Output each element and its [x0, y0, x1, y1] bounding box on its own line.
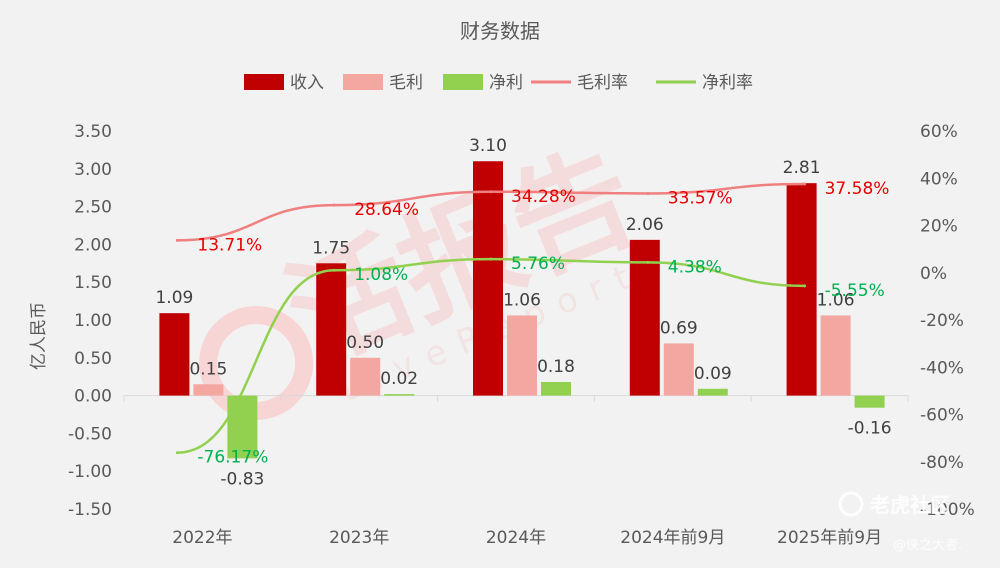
bar-label-1-2: 1.75 [312, 238, 350, 258]
y-axis-label: 亿人民币 [29, 302, 49, 370]
line-label-2-5: -5.55% [825, 281, 885, 301]
bar-series [159, 161, 885, 459]
x-tick-label-2: 2023年 [329, 528, 389, 548]
line-label-2-1: -76.17% [197, 448, 268, 468]
y-tick-label-8: 0.00 [74, 387, 112, 407]
y2-tick-label-4: 0% [920, 264, 947, 284]
y-tick-label-4: 2.00 [74, 235, 112, 255]
bar-label-1-5: 2.81 [783, 158, 821, 178]
bar-label-2-5: 1.06 [817, 290, 855, 310]
bar-2-2 [350, 357, 381, 396]
bar-2-4 [663, 343, 694, 396]
line-point-2-4 [646, 260, 650, 264]
line-label-1-1: 13.71% [197, 235, 262, 255]
legend-swatch-2 [343, 74, 383, 90]
y2-tick-label-3: 20% [920, 217, 958, 237]
line-point-2-5 [803, 284, 807, 288]
y2-tick-label-2: 40% [920, 169, 958, 189]
y2-tick-label-9: -100% [920, 500, 975, 520]
line-label-1-3: 34.28% [511, 187, 576, 207]
line-label-1-5: 37.58% [825, 179, 890, 199]
legend: 收入 毛利 净利 毛利率 净利率 [244, 73, 753, 93]
bar-label-2-2: 0.50 [346, 333, 384, 353]
badge-author: @侠之大者. [893, 538, 962, 553]
chart-title: 财务数据 [460, 19, 540, 43]
tiger-community-badge: 老虎社区 @侠之大者. [838, 491, 962, 553]
y-tick-label-2: 3.00 [74, 160, 112, 180]
line-label-1-4: 33.57% [668, 188, 733, 208]
line-label-2-2: 1.08% [354, 265, 408, 285]
y-tick-label-10: -1.00 [68, 462, 112, 482]
bar-label-3-1: -0.83 [220, 469, 264, 489]
bar-1-4 [629, 239, 660, 396]
x-tick-label-5: 2025年前9月 [777, 528, 882, 548]
line-point-2-1 [175, 451, 179, 455]
line-point-1-4 [646, 191, 650, 195]
bar-1-3 [473, 161, 503, 396]
bar-label-2-3: 1.06 [503, 290, 541, 310]
y-tick-label-5: 1.50 [74, 273, 112, 293]
y-tick-label-9: -0.50 [68, 424, 112, 444]
legend-label-3: 净利 [489, 73, 523, 93]
y2-tick-label-8: -80% [920, 453, 964, 473]
bar-1-1 [159, 313, 190, 396]
bar-2-5 [820, 315, 851, 396]
legend-label-2: 毛利 [389, 73, 423, 93]
badge-title: 老虎社区 [870, 493, 950, 517]
legend-label-1: 收入 [290, 73, 324, 93]
bar-label-1-4: 2.06 [626, 215, 664, 235]
bar-label-1-1: 1.09 [155, 288, 193, 308]
legend-label-5: 净利率 [702, 73, 753, 93]
bar-2-1 [193, 384, 224, 396]
bar-1-5 [786, 183, 817, 396]
bar-1-2 [316, 263, 347, 396]
bar-3-1 [227, 395, 258, 459]
legend-label-4: 毛利率 [577, 73, 628, 93]
y-tick-label-1: 3.50 [74, 122, 112, 142]
y2-tick-label-1: 60% [920, 122, 958, 142]
line-point-1-2 [332, 203, 336, 207]
line-label-2-4: 4.38% [668, 257, 722, 277]
bar-label-3-3: 0.18 [537, 357, 575, 377]
line-point-1-3 [489, 190, 493, 194]
x-tick-label-1: 2022年 [172, 528, 232, 548]
bar-3-3 [541, 381, 571, 396]
y-tick-label-3: 2.50 [74, 198, 112, 218]
x-tick-label-3: 2024年 [486, 528, 546, 548]
y2-tick-label-7: -60% [920, 406, 964, 426]
bar-3-2 [384, 394, 415, 396]
bar-3-4 [697, 388, 728, 396]
y-tick-label-11: -1.50 [68, 500, 112, 520]
y-tick-label-7: 0.50 [74, 349, 112, 369]
bar-label-3-4: 0.09 [694, 364, 732, 384]
tiger-logo-icon [838, 491, 864, 517]
y-tick-label-6: 1.00 [74, 311, 112, 331]
line-label-2-3: 5.76% [511, 254, 565, 274]
line-label-1-2: 28.64% [354, 200, 419, 220]
watermark-logo-icon [199, 305, 314, 420]
y2-tick-label-6: -40% [920, 358, 964, 378]
line-point-1-1 [175, 238, 179, 242]
legend-swatch-3 [443, 74, 483, 90]
legend-swatch-1 [244, 74, 284, 90]
y-axis-left: 3.50 3.00 2.50 2.00 1.50 1.00 0.50 0.00 -0.50 -1.… [68, 122, 112, 520]
line-series [175, 182, 807, 455]
bar-2-3 [507, 315, 537, 396]
bar-label-1-3: 3.10 [469, 136, 507, 156]
bar-label-2-4: 0.69 [660, 318, 698, 338]
bar-label-3-5: -0.16 [848, 419, 892, 439]
line-point-2-3 [489, 257, 493, 261]
bar-3-5 [854, 395, 885, 408]
line-2 [177, 257, 805, 454]
data-labels: 1.09 1.75 3.10 2.06 2.81 0.15 0.50 1.06 0.69 1.06… [155, 136, 891, 489]
line-point-1-5 [803, 182, 807, 186]
y-axis-right: 60% 40% 20% 0% -20% -40% -60% -80% -100% [920, 122, 975, 520]
line-point-2-2 [332, 268, 336, 272]
bar-label-2-1: 0.15 [189, 359, 227, 379]
bar-label-3-2: 0.02 [380, 369, 418, 389]
y2-tick-label-5: -20% [920, 311, 964, 331]
x-tick-label-4: 2024年前9月 [620, 528, 725, 548]
